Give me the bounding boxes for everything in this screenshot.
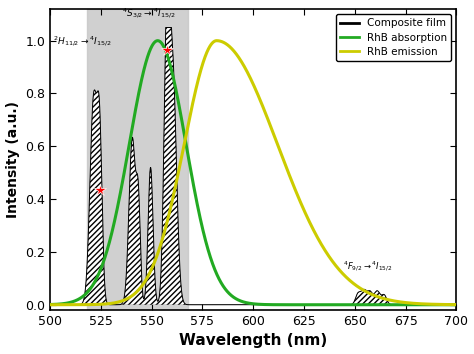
Legend: Composite film, RhB absorption, RhB emission: Composite film, RhB absorption, RhB emis…	[336, 14, 451, 61]
Text: $^4F_{9/2}\rightarrow$$^4I_{15/2}$: $^4F_{9/2}\rightarrow$$^4I_{15/2}$	[343, 260, 392, 274]
X-axis label: Wavelength (nm): Wavelength (nm)	[179, 333, 328, 348]
Text: $^4S_{3/2}\rightarrow$$^4I_{15/2}$: $^4S_{3/2}\rightarrow$$^4I_{15/2}$	[122, 7, 176, 21]
Bar	[87, 9, 188, 310]
Y-axis label: Intensity (a.u.): Intensity (a.u.)	[6, 101, 19, 218]
Text: $^2H_{11/2}\rightarrow$$^4I_{15/2}$: $^2H_{11/2}\rightarrow$$^4I_{15/2}$	[53, 34, 111, 48]
